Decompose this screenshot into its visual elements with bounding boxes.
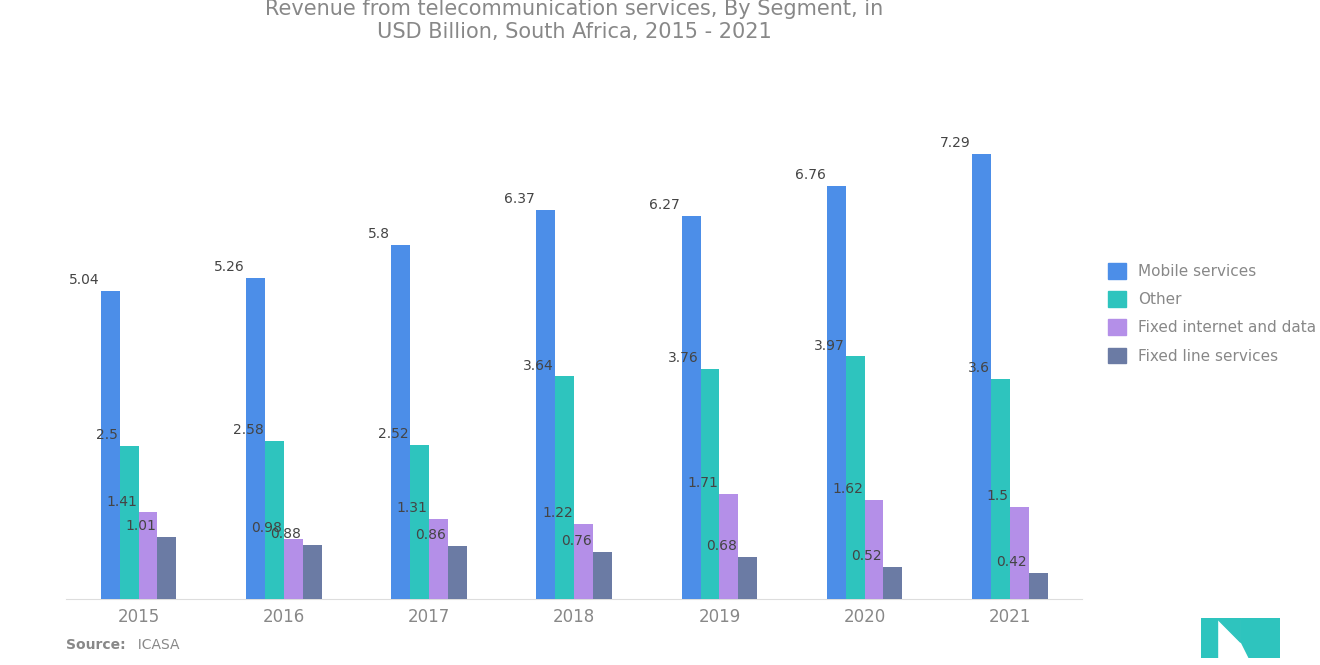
Polygon shape [1265, 618, 1280, 658]
Text: 0.88: 0.88 [271, 527, 301, 541]
Bar [865, 499, 883, 598]
Bar [1028, 573, 1048, 598]
Text: 6.76: 6.76 [795, 168, 825, 182]
Text: 1.62: 1.62 [833, 482, 863, 496]
Text: 3.64: 3.64 [523, 358, 554, 372]
Bar [846, 356, 865, 598]
Text: 0.52: 0.52 [851, 549, 882, 563]
Text: 5.8: 5.8 [368, 227, 389, 241]
Text: 7.29: 7.29 [940, 136, 970, 150]
Bar [391, 245, 411, 598]
Text: ICASA: ICASA [129, 638, 180, 652]
Text: 5.04: 5.04 [69, 273, 99, 287]
Text: Source:: Source: [66, 638, 125, 652]
Bar [100, 291, 120, 598]
Text: 2.5: 2.5 [96, 428, 119, 442]
Bar [593, 552, 612, 598]
Bar [826, 186, 846, 598]
Text: 1.41: 1.41 [107, 495, 137, 509]
Polygon shape [1241, 618, 1265, 658]
Legend: Mobile services, Other, Fixed internet and data, Fixed line services: Mobile services, Other, Fixed internet a… [1100, 255, 1320, 371]
Bar [120, 446, 139, 598]
Bar [139, 513, 157, 598]
Bar [556, 376, 574, 598]
Bar [972, 154, 991, 598]
Text: 2.58: 2.58 [232, 424, 264, 438]
Text: 0.86: 0.86 [416, 529, 446, 543]
Bar [574, 524, 593, 598]
Title: Revenue from telecommunication services, By Segment, in
USD Billion, South Afric: Revenue from telecommunication services,… [265, 0, 883, 42]
Polygon shape [1201, 618, 1217, 658]
Bar [681, 216, 701, 598]
Text: 3.6: 3.6 [968, 361, 990, 375]
Bar [157, 537, 177, 599]
Text: 0.42: 0.42 [997, 555, 1027, 569]
Bar [991, 379, 1010, 598]
Text: 2.52: 2.52 [378, 427, 409, 441]
Bar [701, 369, 719, 598]
Text: 6.27: 6.27 [649, 198, 680, 212]
Text: 1.5: 1.5 [986, 489, 1008, 503]
Text: 3.76: 3.76 [668, 351, 700, 365]
Bar [738, 557, 758, 598]
Bar [302, 545, 322, 598]
Text: 3.97: 3.97 [813, 338, 845, 352]
Bar [1010, 507, 1028, 598]
Text: 1.22: 1.22 [543, 506, 573, 521]
Text: 1.71: 1.71 [688, 477, 718, 491]
Text: 0.68: 0.68 [706, 539, 737, 553]
Text: 1.01: 1.01 [125, 519, 156, 533]
Text: 0.98: 0.98 [252, 521, 282, 535]
Bar [883, 567, 903, 599]
Text: 0.76: 0.76 [561, 535, 591, 549]
Bar [411, 445, 429, 598]
Bar [447, 546, 467, 598]
Text: 1.31: 1.31 [397, 501, 428, 515]
Bar [246, 277, 265, 598]
Text: 6.37: 6.37 [504, 192, 535, 206]
Bar [265, 441, 284, 598]
Bar [284, 539, 302, 599]
Bar [719, 494, 738, 598]
Bar [429, 519, 447, 598]
Bar [536, 209, 556, 598]
Polygon shape [1217, 618, 1241, 642]
Text: 5.26: 5.26 [214, 260, 244, 274]
